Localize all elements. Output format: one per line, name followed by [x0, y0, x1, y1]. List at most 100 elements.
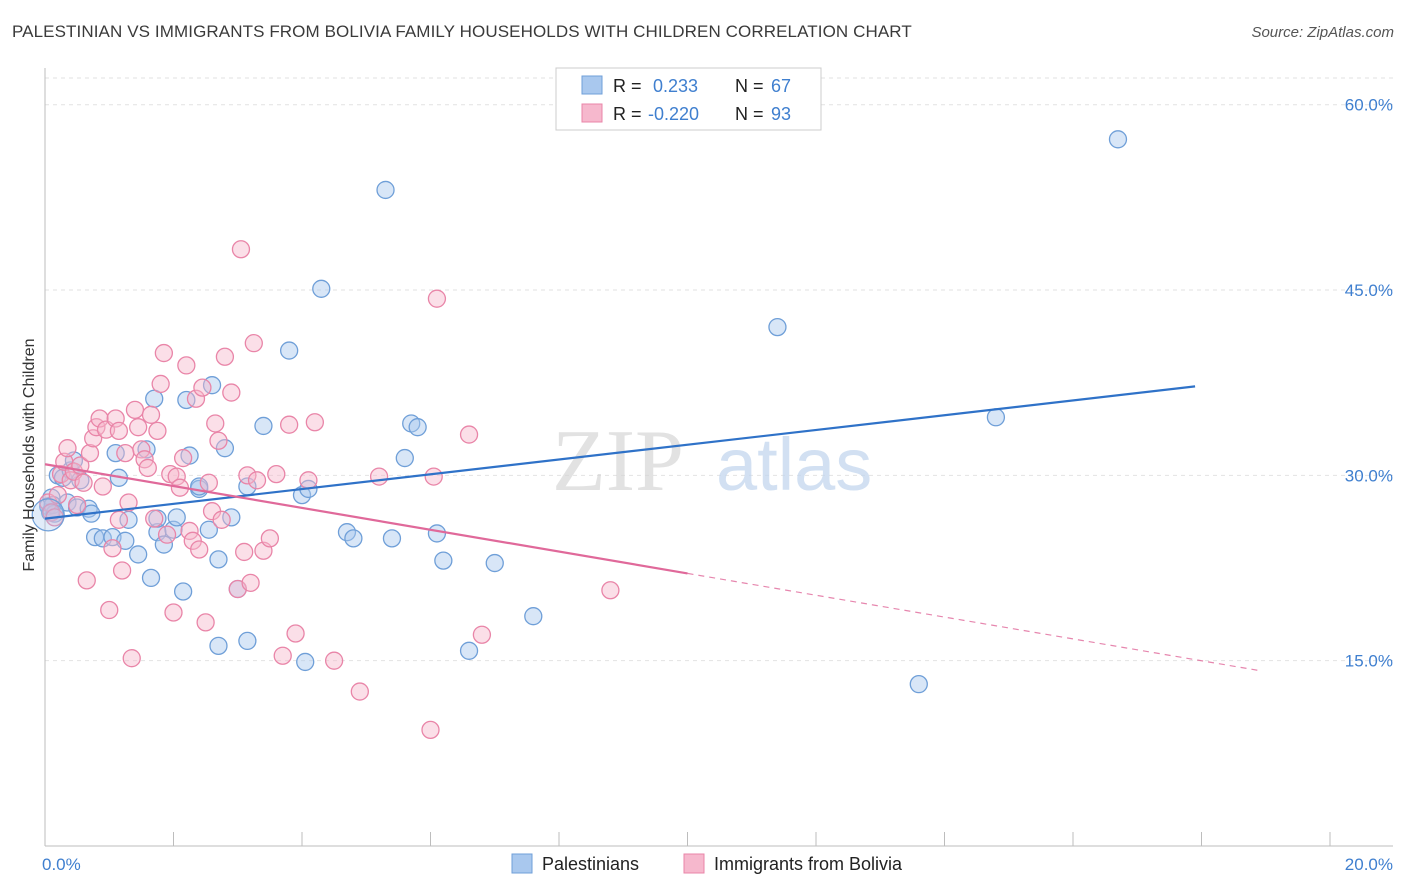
point-palestinians-63 [909, 675, 928, 694]
point-bolivia-45 [180, 521, 199, 541]
point-bolivia-50 [196, 613, 215, 632]
point-bolivia-68 [273, 646, 292, 665]
point-bolivia-62 [241, 573, 260, 592]
point-bolivia-35 [148, 421, 167, 441]
point-palestinians-21 [129, 545, 148, 564]
point-palestinians-64 [986, 408, 1006, 427]
point-bolivia-24 [112, 561, 132, 580]
stats-n-label-2: N = [735, 104, 764, 124]
stats-swatch-pink [581, 103, 603, 123]
point-bolivia-22 [109, 510, 129, 529]
x-ticks [44, 832, 1331, 846]
legend: Palestinians Immigrants from Bolivia [511, 853, 903, 874]
point-palestinians-65 [1108, 130, 1128, 149]
y-axis-label: Family Households with Children [21, 339, 38, 572]
point-bolivia-36 [151, 374, 170, 394]
grid-lines [45, 77, 1393, 662]
stats-r-label-1: R = [613, 76, 642, 96]
point-bolivia-6 [58, 439, 77, 458]
point-bolivia-64 [247, 471, 267, 490]
y-tick-label-30: 30.0% [1345, 466, 1393, 485]
point-bolivia-67 [267, 464, 286, 484]
watermark: ZIP atlas [552, 413, 872, 510]
point-bolivia-44 [177, 356, 196, 375]
point-palestinians-47 [296, 652, 315, 672]
point-palestinians-15 [93, 529, 112, 548]
point-palestinians-58 [434, 551, 453, 570]
point-bolivia-70 [286, 624, 305, 643]
point-palestinians-17 [106, 443, 125, 463]
chart-title: PALESTINIAN VS IMMIGRANTS FROM BOLIVIA F… [12, 22, 912, 41]
point-bolivia-59 [231, 240, 251, 259]
point-palestinians-30 [173, 582, 193, 601]
stats-n-value-1: 67 [771, 76, 791, 96]
point-bolivia-49 [193, 378, 212, 397]
point-bolivia-29 [129, 418, 148, 437]
y-tick-label-45: 45.0% [1345, 281, 1393, 300]
point-palestinians-62 [768, 317, 787, 337]
point-bolivia-78 [427, 289, 447, 308]
point-palestinians-44 [254, 416, 273, 436]
point-bolivia-13 [80, 443, 100, 463]
point-bolivia-40 [164, 603, 183, 622]
point-bolivia-56 [215, 347, 235, 366]
point-bolivia-76 [421, 720, 440, 740]
watermark-zip: ZIP [552, 413, 684, 510]
point-bolivia-34 [145, 509, 164, 528]
point-bolivia-63 [244, 334, 263, 353]
point-bolivia-43 [173, 448, 193, 468]
trend-lines [44, 385, 1260, 672]
point-bolivia-23 [109, 421, 129, 441]
axes [44, 68, 1393, 847]
legend-label-bolivia[interactable]: Immigrants from Bolivia [714, 854, 903, 874]
x-tick-label-min: 0.0% [42, 855, 81, 874]
point-bolivia-11 [74, 473, 93, 492]
stats-box: R = 0.233 N = 67 R = -0.220 N = 93 [555, 67, 822, 131]
point-bolivia-47 [186, 389, 206, 408]
point-bolivia-53 [206, 414, 225, 433]
x-tick-label-max: 20.0% [1345, 855, 1393, 874]
point-bolivia-41 [167, 467, 186, 486]
point-bolivia-32 [138, 458, 157, 478]
point-bolivia-80 [472, 625, 492, 644]
point-bolivia-9 [67, 495, 87, 515]
legend-swatch-palestinians[interactable] [511, 853, 533, 874]
point-bolivia-79 [459, 425, 479, 444]
watermark-atlas: atlas [716, 423, 872, 506]
point-bolivia-12 [77, 571, 96, 590]
stats-n-label-1: N = [735, 76, 764, 96]
point-bolivia-25 [116, 443, 135, 463]
point-palestinians-61 [524, 607, 543, 626]
point-bolivia-33 [141, 405, 161, 424]
point-bolivia-74 [350, 682, 369, 701]
source-label: Source: ZipAtlas.com [1251, 24, 1394, 41]
point-palestinians-45 [279, 341, 299, 360]
point-palestinians-52 [376, 180, 395, 200]
point-bolivia-14 [84, 429, 103, 448]
point-palestinians-54 [395, 448, 414, 468]
legend-label-palestinians[interactable]: Palestinians [542, 854, 639, 874]
x-tick-labels: 0.0% 20.0% [42, 855, 1393, 874]
stats-r-value-1: 0.233 [648, 76, 698, 96]
point-palestinians-cluster [31, 498, 65, 532]
point-bolivia-57 [222, 383, 241, 402]
point-palestinians-35 [199, 520, 218, 539]
point-bolivia-81 [601, 581, 620, 600]
stats-n-value-2: 93 [771, 104, 791, 124]
point-palestinians-56 [408, 418, 427, 437]
point-bolivia-27 [122, 649, 141, 668]
point-palestinians-59 [459, 641, 479, 660]
point-bolivia-77 [424, 467, 443, 486]
point-bolivia-66 [260, 529, 280, 548]
point-palestinians-39 [215, 439, 235, 458]
point-bolivia-71 [299, 471, 318, 490]
trend-line-bolivia-extension [687, 572, 1260, 672]
point-bolivia-16 [90, 409, 109, 428]
legend-swatch-bolivia[interactable] [683, 853, 705, 874]
point-bolivia-55 [212, 510, 231, 529]
point-palestinians-38 [209, 636, 228, 656]
point-bolivia-20 [103, 539, 122, 558]
point-palestinians-57 [427, 524, 447, 543]
point-palestinians-31 [177, 390, 196, 410]
stats-r-label-2: R = [613, 104, 642, 124]
